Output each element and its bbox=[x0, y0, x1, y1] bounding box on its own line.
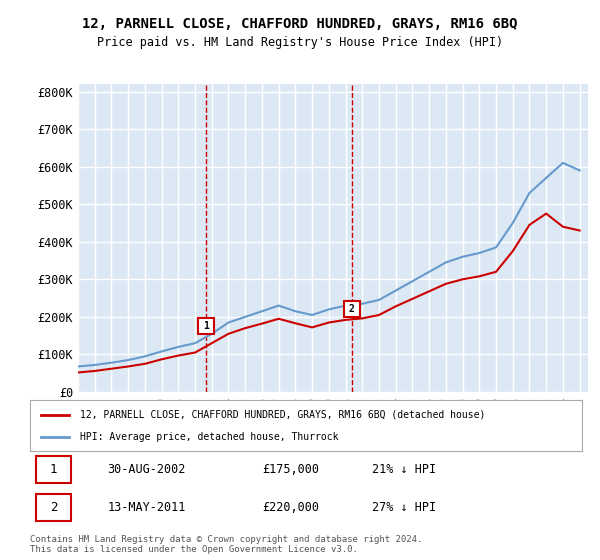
Text: 30-AUG-2002: 30-AUG-2002 bbox=[107, 463, 185, 476]
Text: 1: 1 bbox=[203, 321, 209, 332]
Text: 21% ↓ HPI: 21% ↓ HPI bbox=[372, 463, 436, 476]
Text: 1: 1 bbox=[50, 463, 58, 476]
Text: HPI: Average price, detached house, Thurrock: HPI: Average price, detached house, Thur… bbox=[80, 432, 338, 442]
Text: £175,000: £175,000 bbox=[262, 463, 319, 476]
FancyBboxPatch shape bbox=[35, 494, 71, 521]
Text: 12, PARNELL CLOSE, CHAFFORD HUNDRED, GRAYS, RM16 6BQ: 12, PARNELL CLOSE, CHAFFORD HUNDRED, GRA… bbox=[82, 17, 518, 31]
Text: 12, PARNELL CLOSE, CHAFFORD HUNDRED, GRAYS, RM16 6BQ (detached house): 12, PARNELL CLOSE, CHAFFORD HUNDRED, GRA… bbox=[80, 409, 485, 419]
Text: Contains HM Land Registry data © Crown copyright and database right 2024.
This d: Contains HM Land Registry data © Crown c… bbox=[30, 535, 422, 554]
Text: 2: 2 bbox=[349, 305, 355, 314]
Text: 13-MAY-2011: 13-MAY-2011 bbox=[107, 501, 185, 514]
Text: Price paid vs. HM Land Registry's House Price Index (HPI): Price paid vs. HM Land Registry's House … bbox=[97, 36, 503, 49]
FancyBboxPatch shape bbox=[35, 456, 71, 483]
Text: £220,000: £220,000 bbox=[262, 501, 319, 514]
Text: 27% ↓ HPI: 27% ↓ HPI bbox=[372, 501, 436, 514]
Text: 2: 2 bbox=[50, 501, 58, 514]
